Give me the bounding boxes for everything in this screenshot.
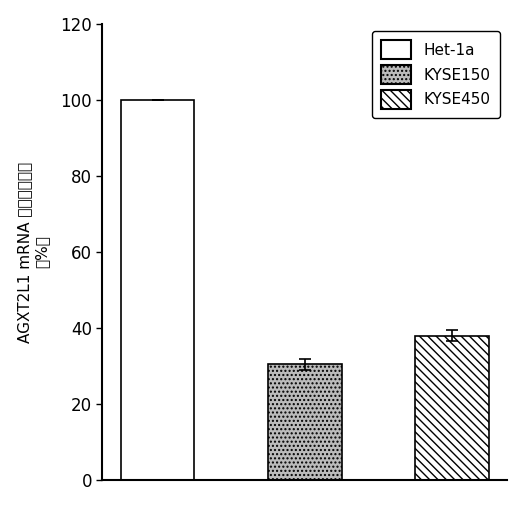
Bar [416, 336, 489, 481]
Y-axis label: AGXT2L1 mRNA 的相对表达量
（%）: AGXT2L1 mRNA 的相对表达量 （%） [17, 162, 49, 342]
Legend: Het-1a, KYSE150, KYSE450: Het-1a, KYSE150, KYSE450 [372, 31, 500, 118]
Bar [121, 100, 194, 481]
Bar [268, 364, 342, 481]
